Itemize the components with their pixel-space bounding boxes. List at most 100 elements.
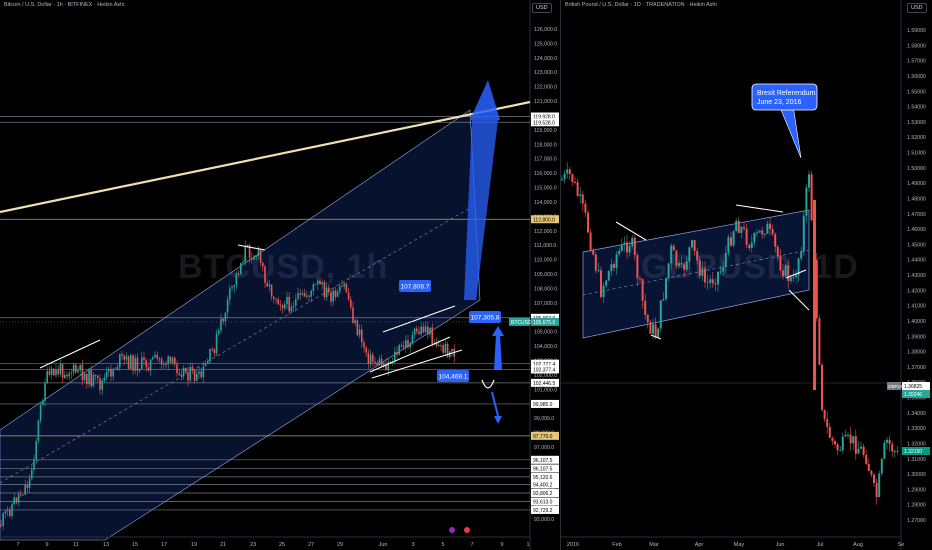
gbp-currency-button[interactable]: USD [907, 3, 927, 13]
btc-candle [301, 293, 304, 295]
gbp-price-tick: 1.41000 [907, 304, 926, 310]
btc-price-tick: 97,000.0 [534, 445, 554, 451]
gbp-candle [750, 242, 753, 248]
gbp-candle [709, 279, 712, 283]
btc-level-label-bg [531, 365, 559, 374]
btc-candle [385, 363, 387, 371]
btc-candle [209, 348, 211, 362]
gbp-candle [831, 437, 834, 442]
btc-candle [167, 356, 169, 365]
btc-level-label: 93,806.2 [533, 491, 553, 497]
gbp-price-tick: 1.53000 [907, 120, 926, 126]
btc-target-arrow-body [464, 120, 498, 300]
btc-candle [57, 369, 59, 375]
btc-candle [204, 364, 207, 367]
btc-price-tick: 99,000.0 [534, 416, 554, 422]
gbp-candle [870, 470, 873, 475]
btc-level-label-bg [531, 359, 559, 368]
btc-candle [396, 351, 398, 355]
btc-candle [143, 357, 145, 360]
btc-chart-panel[interactable]: BTCUSD, 1h 107,808.7107,305.8104,469.112… [0, 0, 560, 550]
gbp-candle [802, 215, 805, 252]
panel-divider[interactable] [560, 0, 561, 550]
gbp-price-tick: 1.54000 [907, 105, 926, 111]
btc-price-tick: 109,000.0 [534, 272, 557, 278]
btc-level-label-bg [531, 313, 559, 322]
gbp-candle [628, 245, 631, 253]
gbp-candle [787, 265, 790, 282]
btc-candle [46, 371, 48, 383]
gbp-chart-header: British Pound / U.S. Dollar · 1D · TRADE… [565, 2, 717, 8]
btc-chart-header: Bitcoin / U.S. Dollar · 1h · BITFINEX · … [4, 2, 125, 8]
gbp-candle [865, 454, 868, 464]
btc-pattern-line [371, 349, 463, 379]
gbp-price-tick: 1.56000 [907, 74, 926, 80]
btc-candle [372, 354, 374, 362]
btc-candle [288, 296, 290, 312]
btc-event-icon [464, 527, 470, 533]
gbp-channel [582, 209, 810, 339]
btc-candle [376, 362, 378, 366]
gbp-candle [579, 194, 582, 196]
btc-currency-button[interactable]: USD [532, 3, 552, 13]
gbp-annotation-pointer [778, 104, 802, 159]
gbp-candle [771, 228, 774, 235]
btc-candle [292, 305, 295, 307]
btc-time-tick: 21 [220, 542, 226, 548]
btc-candle [127, 356, 130, 369]
btc-candle [191, 366, 194, 371]
gbp-candle [886, 439, 888, 443]
gbp-candle [639, 278, 641, 280]
btc-candle [422, 326, 425, 333]
gbp-price-tick: 1.57000 [907, 59, 926, 65]
gbp-pattern-line [615, 221, 647, 241]
btc-candle [244, 246, 246, 262]
gbp-price-tick: 1.39000 [907, 334, 926, 340]
gbp-price-tick: 1.45000 [907, 242, 926, 248]
btc-candle [130, 355, 132, 369]
btc-candle [213, 349, 216, 354]
btc-small-arrow-up-head [492, 326, 504, 336]
btc-level-label-bg [531, 505, 559, 514]
gbp-candle [834, 441, 836, 445]
btc-candle [363, 342, 365, 348]
gbp-candle [626, 242, 628, 253]
btc-level-label-bg [531, 480, 559, 489]
btc-candle [299, 293, 301, 295]
btc-candle [94, 375, 97, 377]
gbp-candle [724, 252, 727, 268]
gbp-candle [719, 271, 722, 273]
btc-level-label: 95,120.6 [533, 475, 553, 481]
gbp-candle [857, 448, 860, 454]
btc-level-label-bg [531, 455, 559, 464]
gbp-candle [878, 473, 881, 497]
gbp-annotation-box [751, 83, 818, 111]
btc-candle [6, 509, 9, 512]
btc-price-tick: 102,000.0 [534, 373, 557, 379]
btc-candle [354, 320, 356, 323]
btc-candle [273, 296, 275, 299]
btc-candle [367, 352, 370, 364]
btc-candle [132, 355, 134, 371]
btc-candle [279, 304, 282, 306]
btc-candle [169, 356, 172, 363]
btc-candle [83, 373, 86, 381]
btc-chart-canvas[interactable]: 107,808.7 107,305.8 104,469.1 126,000.0 125,… [0, 0, 560, 550]
gbp-pattern-line [650, 334, 662, 340]
gbp-candle [607, 270, 610, 281]
gbp-candle [691, 240, 693, 248]
btc-candle [4, 511, 7, 514]
btc-candle [176, 364, 178, 374]
gbp-candle [654, 324, 657, 338]
btc-candle [145, 359, 147, 368]
gbp-chart-canvas[interactable]: Brexit Referendum June 23, 2016 1.59000 1.5… [561, 0, 932, 550]
btc-candle [154, 354, 156, 358]
btc-candle [160, 359, 163, 365]
gbp-price-tick: 1.38000 [907, 350, 926, 356]
gbp-candle [823, 409, 826, 420]
gbp-candle [745, 228, 748, 246]
btc-candle [358, 329, 361, 336]
gbp-last-label-bg [902, 447, 930, 455]
btc-candle [420, 326, 422, 334]
